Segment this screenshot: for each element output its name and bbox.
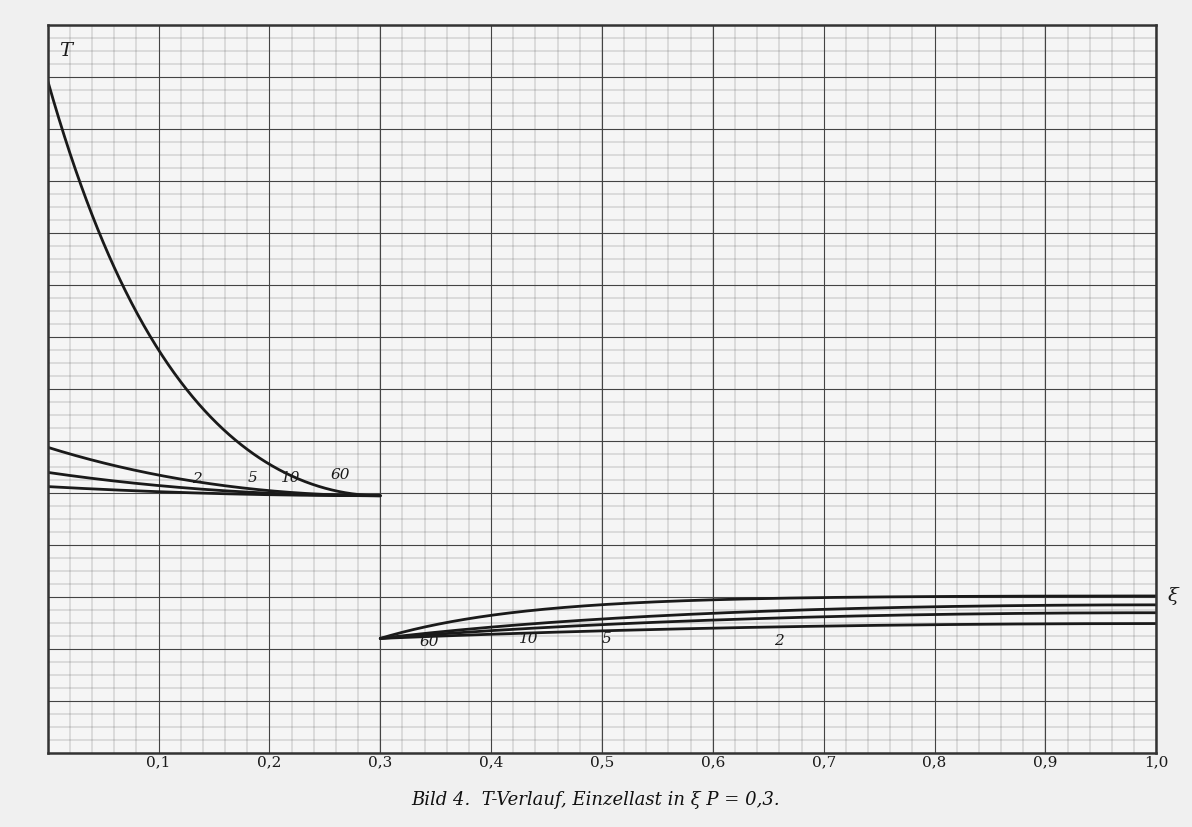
Text: 5: 5	[247, 471, 257, 485]
Text: Bild 4.  T-Verlauf, Einzellast in ξ P = 0,3.: Bild 4. T-Verlauf, Einzellast in ξ P = 0…	[411, 791, 781, 809]
Text: 0,8: 0,8	[923, 755, 946, 769]
Text: ξ: ξ	[1167, 586, 1178, 605]
Text: 5: 5	[602, 632, 611, 646]
Text: 10: 10	[519, 632, 539, 646]
Text: 2: 2	[774, 634, 783, 648]
Text: 0,4: 0,4	[479, 755, 503, 769]
Text: 1,0: 1,0	[1144, 755, 1168, 769]
Text: 0,6: 0,6	[701, 755, 725, 769]
Text: 0,2: 0,2	[257, 755, 281, 769]
Text: T: T	[58, 42, 72, 60]
Text: 60: 60	[330, 468, 350, 482]
Text: 0,1: 0,1	[147, 755, 170, 769]
Text: 0,7: 0,7	[812, 755, 836, 769]
Text: 0,9: 0,9	[1033, 755, 1057, 769]
Text: 0,3: 0,3	[368, 755, 392, 769]
Text: 10: 10	[280, 471, 300, 485]
Text: 60: 60	[420, 635, 439, 649]
Text: 2: 2	[192, 471, 201, 485]
Text: 0,5: 0,5	[590, 755, 614, 769]
